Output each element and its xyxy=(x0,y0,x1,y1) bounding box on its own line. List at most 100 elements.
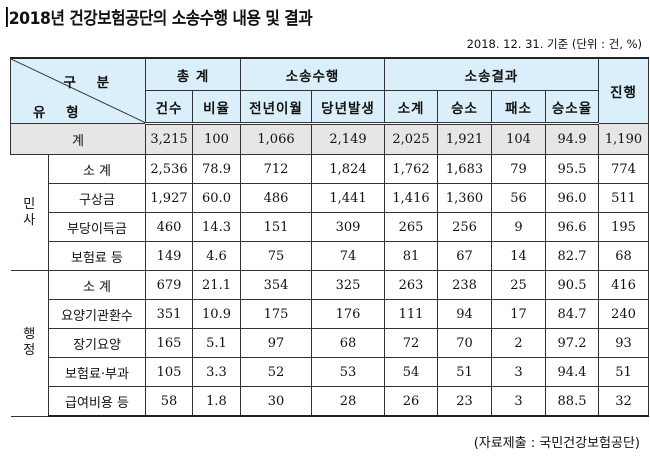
cell: 28 xyxy=(311,386,386,417)
cell: 96.6 xyxy=(545,212,600,242)
cell: 1,066 xyxy=(240,123,313,155)
cell: 82.7 xyxy=(545,241,600,271)
cell: 14.3 xyxy=(191,212,242,242)
cell: 100 xyxy=(191,123,242,155)
header-litigation: 소송수행 xyxy=(240,57,386,91)
title-marker-bar xyxy=(6,7,8,27)
cell: 53 xyxy=(311,357,386,387)
cell: 68 xyxy=(311,328,386,358)
cell: 52 xyxy=(240,357,313,387)
cell: 54 xyxy=(384,357,439,387)
cell: 68 xyxy=(598,241,650,271)
cell: 105 xyxy=(145,357,193,387)
row-type: 소 계 xyxy=(48,270,146,300)
cell: 712 xyxy=(240,154,313,184)
header-ratio: 비율 xyxy=(191,90,242,125)
title-text: 2018년 건강보험공단의 소송수행 내용 및 결과 xyxy=(8,9,313,29)
cell: 3 xyxy=(491,386,547,417)
cell: 1,921 xyxy=(437,123,493,155)
cell: 70 xyxy=(437,328,493,358)
cell: 263 xyxy=(384,270,439,300)
cell: 149 xyxy=(145,241,193,271)
cell: 151 xyxy=(240,212,313,242)
cell: 17 xyxy=(491,299,547,329)
cell: 4.6 xyxy=(191,241,242,271)
cell: 256 xyxy=(437,212,493,242)
row-type: 보험료·부과 xyxy=(48,357,146,387)
cell: 60.0 xyxy=(191,183,242,213)
cell: 90.5 xyxy=(545,270,600,300)
row-type: 부당이득금 xyxy=(48,212,146,242)
cell: 679 xyxy=(145,270,193,300)
cell: 2,536 xyxy=(145,154,193,184)
cell: 23 xyxy=(437,386,493,417)
cell: 14 xyxy=(491,241,547,271)
cell: 175 xyxy=(240,299,313,329)
header-total: 총 계 xyxy=(144,57,242,91)
cell: 10.9 xyxy=(191,299,242,329)
page-title: 2018년 건강보험공단의 소송수행 내용 및 결과 xyxy=(6,4,313,29)
cell: 9 xyxy=(491,212,547,242)
header-carried-over: 전년이월 xyxy=(240,90,313,125)
source-note: (자료제출 : 국민건강보험공단) xyxy=(473,436,640,451)
corner-type-label: 유 형 xyxy=(33,105,87,121)
corner-category-label: 구 분 xyxy=(63,75,117,91)
cell: 1,190 xyxy=(598,123,650,155)
cell: 30 xyxy=(240,386,313,417)
header-subtotal: 소계 xyxy=(384,90,439,125)
header-ongoing: 진행 xyxy=(598,57,650,124)
cell: 1,927 xyxy=(145,183,193,213)
row-type: 구상금 xyxy=(48,183,146,213)
cell: 51 xyxy=(437,357,493,387)
cell: 240 xyxy=(598,299,650,329)
cell: 32 xyxy=(598,386,650,417)
total-label: 계 xyxy=(10,123,146,155)
row-type: 급여비용 등 xyxy=(48,386,146,417)
cell: 78.9 xyxy=(191,154,242,184)
row-type: 소 계 xyxy=(48,154,146,184)
table-row: 구상금 1,927 60.0 486 1,441 1,416 1,360 56 … xyxy=(11,183,650,213)
cell: 1,762 xyxy=(384,154,439,184)
cell: 95.5 xyxy=(545,154,600,184)
cell: 56 xyxy=(491,183,547,213)
basis-note: 2018. 12. 31. 기준 (단위 : 건, %) xyxy=(466,37,642,51)
cell: 2,025 xyxy=(384,123,439,155)
cell: 3.3 xyxy=(191,357,242,387)
table-row: 보험료 등 149 4.6 75 74 81 67 14 82.7 68 xyxy=(11,241,650,271)
header-won: 승소 xyxy=(437,90,493,125)
cell: 5.1 xyxy=(191,328,242,358)
cell: 309 xyxy=(311,212,386,242)
cell: 75 xyxy=(240,241,313,271)
header-new-this-year: 당년발생 xyxy=(311,90,386,125)
row-type: 장기요양 xyxy=(48,328,146,358)
diagonal-divider xyxy=(11,59,145,123)
cell: 265 xyxy=(384,212,439,242)
cell: 93 xyxy=(598,328,650,358)
cell: 97.2 xyxy=(545,328,600,358)
cell: 1,824 xyxy=(311,154,386,184)
cell: 25 xyxy=(491,270,547,300)
cell: 58 xyxy=(145,386,193,417)
table-row: 부당이득금 460 14.3 151 309 265 256 9 96.6 19… xyxy=(11,212,650,242)
cell: 1,683 xyxy=(437,154,493,184)
cell: 81 xyxy=(384,241,439,271)
header-result: 소송결과 xyxy=(384,57,600,91)
cell: 94 xyxy=(437,299,493,329)
cell: 325 xyxy=(311,270,386,300)
cell: 1,360 xyxy=(437,183,493,213)
cell: 26 xyxy=(384,386,439,417)
cell: 96.0 xyxy=(545,183,600,213)
table-row: 장기요양 165 5.1 97 68 72 70 2 97.2 93 xyxy=(11,328,650,358)
cell: 3 xyxy=(491,357,547,387)
row-type: 보험료 등 xyxy=(48,241,146,271)
row-type: 요양기관환수 xyxy=(48,299,146,329)
cell: 165 xyxy=(145,328,193,358)
cell: 21.1 xyxy=(191,270,242,300)
cell: 238 xyxy=(437,270,493,300)
cell: 74 xyxy=(311,241,386,271)
